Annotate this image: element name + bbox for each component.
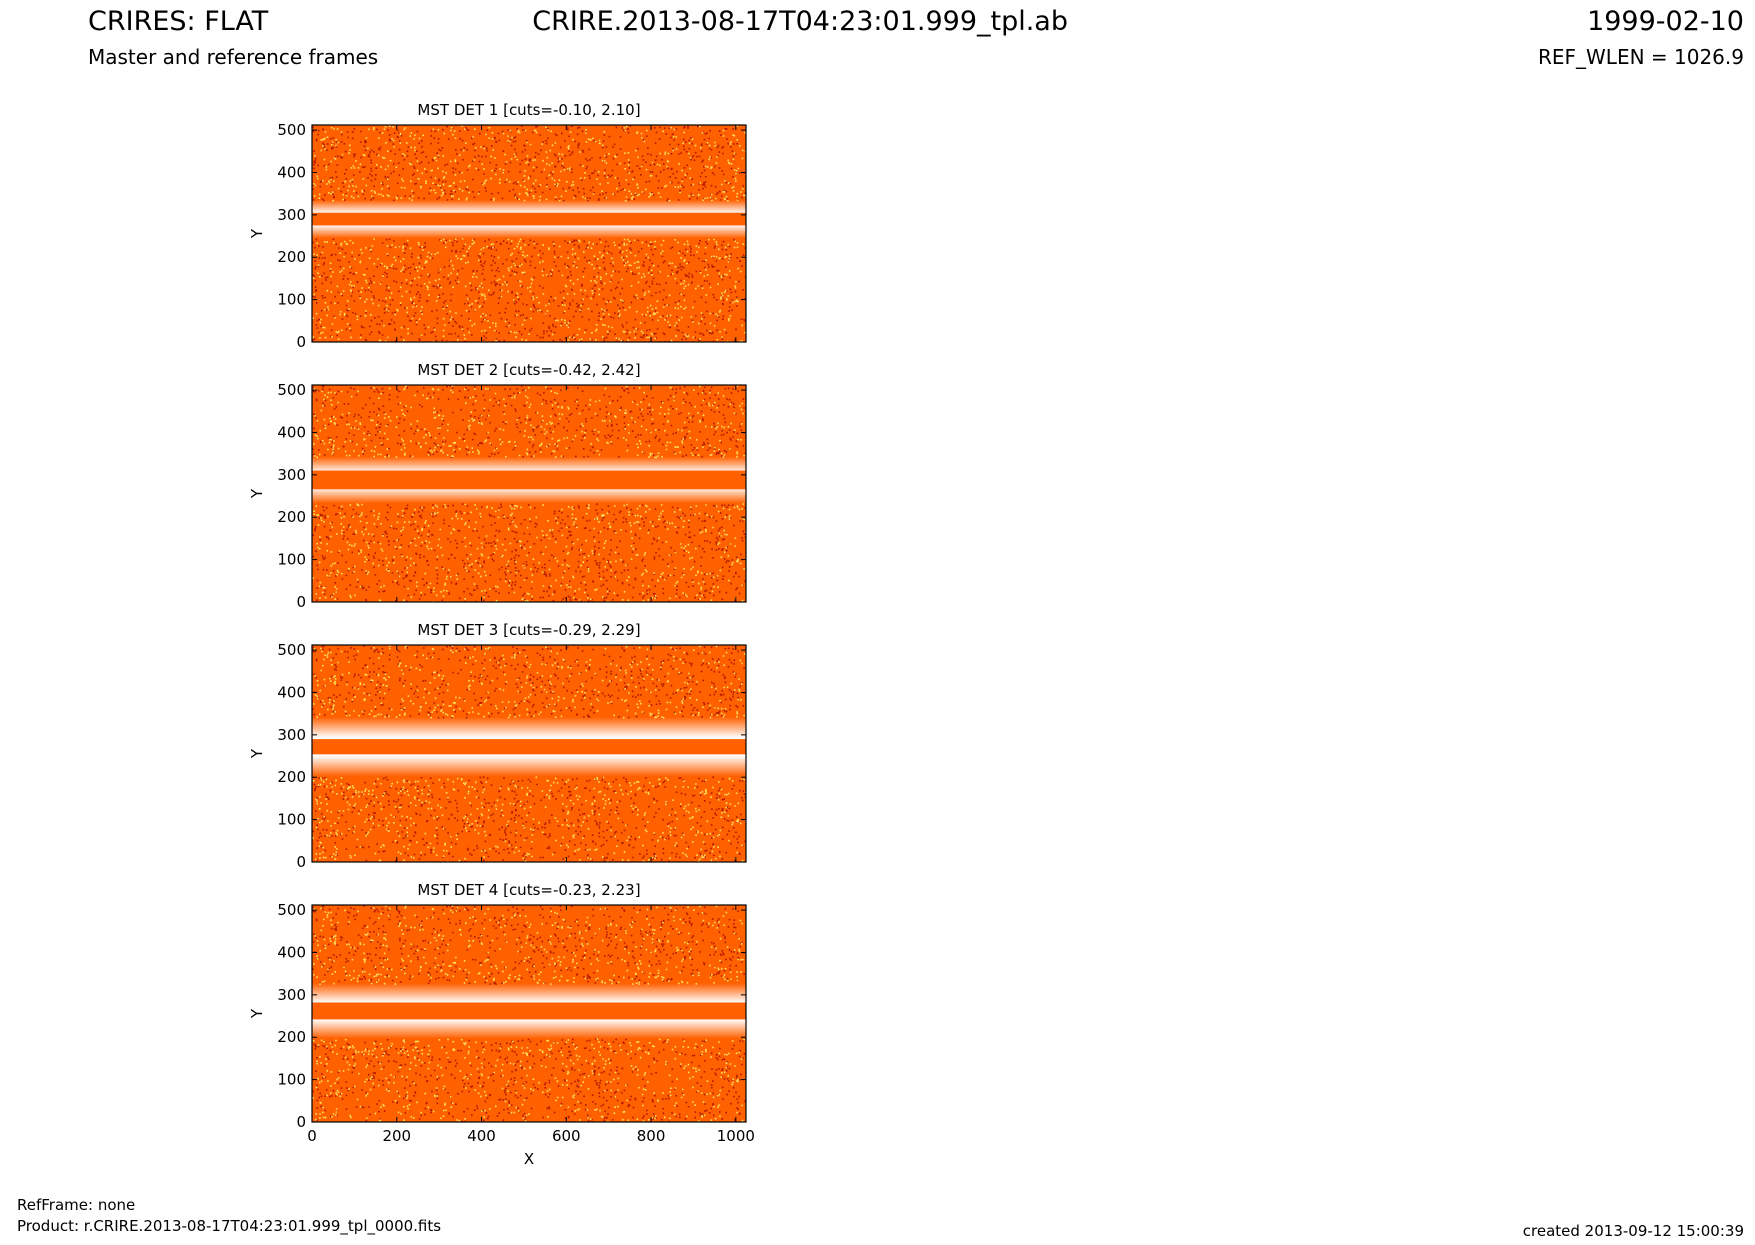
detector-panel-4: MST DET 4 [cuts=-0.23, 2.23] 0 100 200 300 40… [248,881,755,1168]
y-tick-label: 300 [277,726,306,744]
created-timestamp: created 2013-09-12 15:00:39 [1522,1222,1744,1240]
plot-frame [311,384,747,603]
page-title: CRIRES: FLAT [88,6,269,37]
x-tick-label: 200 [382,1127,411,1145]
panel-title: MST DET 4 [cuts=-0.23, 2.23] [417,881,640,899]
x-axis-label: X [524,1150,534,1168]
plot-frame [311,644,747,863]
y-tick-label: 100 [277,811,306,829]
y-tick-label: 500 [277,901,306,919]
detector-panel-3: MST DET 3 [cuts=-0.29, 2.29] 0 100 200 300 40… [248,621,747,871]
y-tick-label: 500 [277,381,306,399]
y-tick-label: 300 [277,986,306,1004]
heatmap-image [312,905,746,1122]
y-axis-label: Y [248,748,266,759]
y-axis-label: Y [248,488,266,499]
file-name: CRIRE.2013-08-17T04:23:01.999_tpl.ab [532,6,1068,37]
y-tick-label: 500 [277,641,306,659]
heatmap-image [312,125,746,342]
y-tick-label: 0 [296,1113,306,1131]
spectral-order-band [312,1002,746,1020]
spectral-order-band [312,470,746,490]
y-tick-label: 100 [277,1071,306,1089]
y-tick-label: 400 [277,163,306,181]
x-tick-label: 600 [552,1127,581,1145]
y-axis-label: Y [248,1008,266,1019]
y-axis-label: Y [248,228,266,239]
detector-panel-1: MST DET 1 [cuts=-0.10, 2.10] 0 100 200 300 40… [248,101,747,351]
product-name: Product: r.CRIRE.2013-08-17T04:23:01.999… [17,1217,442,1235]
x-tick-label: 400 [467,1127,496,1145]
panel-title: MST DET 2 [cuts=-0.42, 2.42] [417,361,640,379]
plot-frame [311,904,747,1123]
ref-frame: RefFrame: none [17,1196,136,1214]
x-tick-label: 0 [307,1127,317,1145]
page-subtitle: Master and reference frames [88,45,379,69]
y-tick-label: 100 [277,551,306,569]
y-tick-label: 200 [277,508,306,526]
y-tick-label: 0 [296,593,306,611]
detector-panel-2: MST DET 2 [cuts=-0.42, 2.42] 0 100 200 300 40… [248,361,747,611]
y-tick-label: 300 [277,466,306,484]
y-tick-label: 400 [277,423,306,441]
spectral-order-band [312,212,746,226]
y-tick-label: 200 [277,248,306,266]
panel-title: MST DET 1 [cuts=-0.10, 2.10] [417,101,640,119]
y-tick-label: 300 [277,206,306,224]
y-tick-label: 400 [277,943,306,961]
heatmap-image [312,385,746,602]
panel-title: MST DET 3 [cuts=-0.29, 2.29] [417,621,640,639]
plot-frame [311,124,747,343]
y-tick-label: 400 [277,683,306,701]
y-tick-label: 0 [296,333,306,351]
y-tick-label: 500 [277,121,306,139]
observation-date: 1999-02-10 [1587,6,1744,37]
x-tick-label: 1000 [717,1127,755,1145]
y-tick-label: 200 [277,768,306,786]
ref-wlen: REF_WLEN = 1026.9 [1537,45,1744,69]
x-tick-label: 800 [637,1127,666,1145]
y-tick-label: 100 [277,291,306,309]
y-tick-label: 200 [277,1028,306,1046]
heatmap-image [312,645,746,862]
y-tick-label: 0 [296,853,306,871]
spectral-order-band [312,739,746,755]
